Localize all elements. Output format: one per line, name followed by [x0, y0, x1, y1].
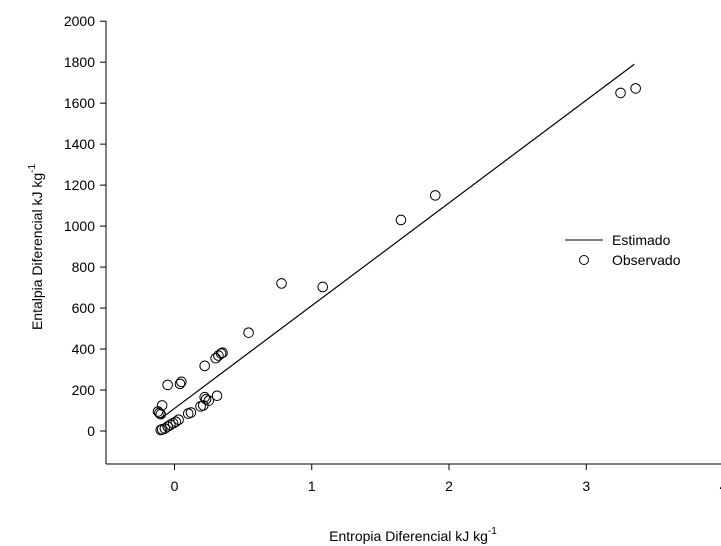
- x-axis-title-text: Entropia Diferencial kJ kg: [329, 528, 488, 544]
- data-point-observado: [176, 376, 187, 388]
- legend-label-observado: Observado: [612, 252, 681, 268]
- data-point-observado: [173, 414, 184, 426]
- x-tick-label: 2: [445, 478, 453, 494]
- y-tick-label: 2000: [64, 13, 95, 29]
- data-point-observado: [317, 281, 329, 293]
- y-tick-label: 200: [72, 382, 96, 398]
- data-point-observado: [429, 190, 441, 201]
- data-point-observado: [217, 347, 228, 359]
- data-point-observado: [185, 407, 197, 418]
- data-point-observado: [162, 379, 173, 391]
- data-point-observado: [159, 423, 171, 434]
- data-point-observado: [170, 416, 182, 428]
- x-axis-title: Entropia Diferencial kJ kg-1: [329, 526, 497, 544]
- data-point-observado: [199, 360, 210, 372]
- y-tick-label: 1000: [64, 218, 95, 234]
- data-point-observado: [276, 278, 287, 289]
- y-tick-label: 600: [72, 300, 96, 316]
- y-axis-title: Entalpia Diferencial kJ kg-1: [27, 164, 45, 331]
- data-point-observado: [211, 390, 223, 402]
- y-axis-title-superscript: -1: [27, 164, 38, 173]
- plot-area: [152, 63, 641, 436]
- series-line-estimado: [160, 63, 635, 420]
- x-tick-label: 4: [720, 478, 721, 494]
- data-point-observado: [155, 408, 167, 420]
- y-tick-label: 1200: [64, 177, 95, 193]
- legend-label-estimado: Estimado: [612, 232, 671, 248]
- data-point-observado: [615, 87, 626, 99]
- data-point-observado: [156, 400, 168, 411]
- legend: Estimado Observado: [565, 232, 681, 268]
- x-axis-title-superscript: -1: [488, 526, 497, 537]
- y-tick-label: 1400: [64, 136, 95, 152]
- y-tick-label: 1600: [64, 95, 95, 111]
- x-tick-label: 0: [171, 478, 179, 494]
- y-axis-title-text: Entalpia Diferencial kJ kg: [29, 173, 45, 330]
- y-tick-label: 0: [87, 423, 95, 439]
- data-point-observado: [174, 378, 186, 390]
- y-ticks: 0 200 400 600 800 1000 1200 1400 1600 1800 2000: [64, 13, 106, 439]
- data-point-observado: [165, 419, 176, 431]
- data-point-observado: [215, 348, 227, 359]
- x-tick-label: 1: [308, 478, 316, 494]
- data-point-observado: [154, 407, 165, 419]
- legend-marker-observado: [579, 255, 589, 265]
- x-ticks: 0 1 2 3 4: [171, 464, 721, 494]
- data-point-observado: [395, 214, 407, 226]
- y-tick-label: 400: [72, 341, 96, 357]
- data-point-observado: [203, 395, 215, 406]
- y-tick-label: 1800: [64, 54, 95, 70]
- y-tick-label: 800: [72, 259, 96, 275]
- x-tick-label: 3: [582, 478, 590, 494]
- data-point-observado: [162, 421, 173, 432]
- data-point-observado: [243, 327, 254, 338]
- data-point-observado: [630, 83, 641, 94]
